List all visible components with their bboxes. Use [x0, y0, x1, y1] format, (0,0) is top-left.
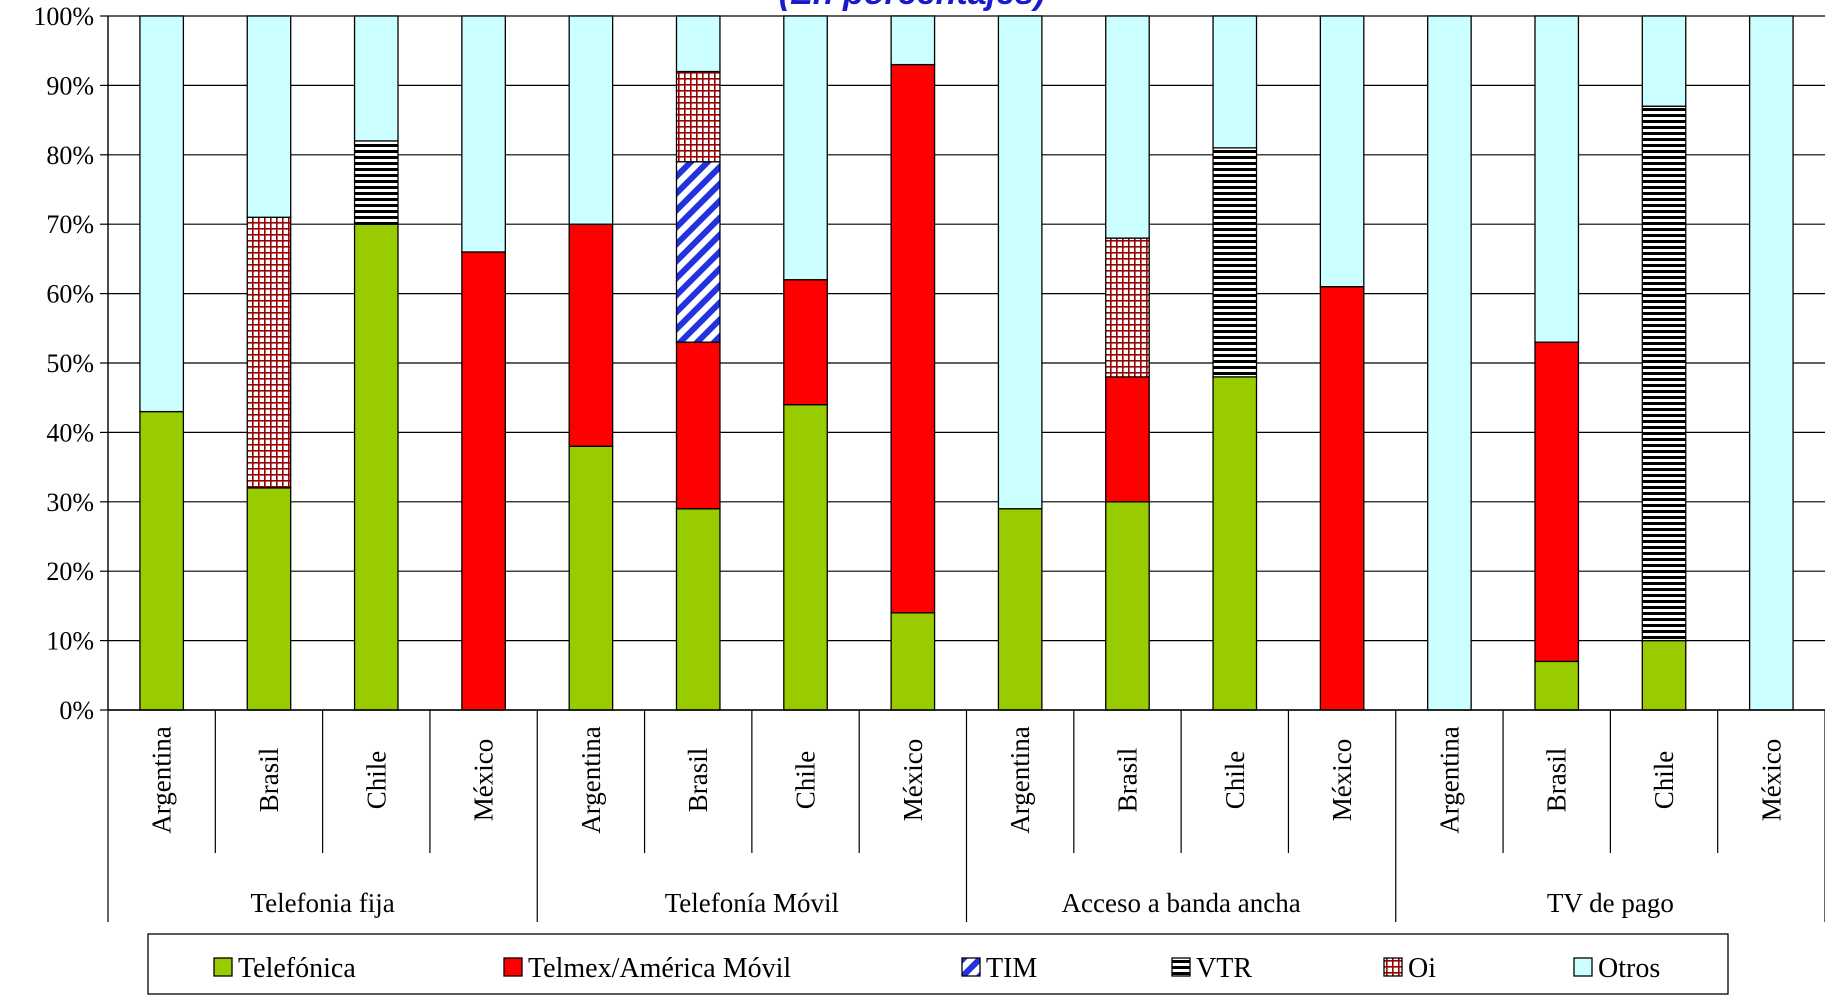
bar-segment-otros [353, 15, 399, 142]
bar-segment-telefonica [1105, 501, 1150, 711]
y-tick-label: 90% [46, 71, 94, 100]
chart-subtitle: (En porcentajes) [779, 0, 1045, 12]
bar-segment-telmex-america-movil [675, 341, 721, 510]
bar-segment-telefonica [1212, 376, 1258, 711]
x-category-label: Argentina [576, 726, 606, 833]
bar-segment-otros [1534, 15, 1580, 343]
y-tick-label: 20% [46, 557, 94, 586]
bar-segment-oi [1105, 237, 1150, 378]
x-category-label: Brasil [683, 748, 713, 813]
bar-segment-otros [1641, 15, 1687, 107]
bar-segment-otros [997, 15, 1043, 510]
x-category-label: México [898, 739, 928, 821]
x-category-label: Chile [361, 751, 391, 810]
bar-segment-telefonica [675, 508, 721, 711]
legend-label-oi: Oi [1408, 953, 1436, 984]
y-tick-label: 100% [33, 2, 94, 31]
axes [107, 16, 1825, 922]
legend-label-otros: Otros [1598, 953, 1660, 984]
bar-segment-telefonica [139, 410, 185, 711]
legend-label-telmex-america-movil: Telmex/América Móvil [528, 953, 791, 984]
bar-segment-vtr [1212, 147, 1258, 378]
bar-segment-telefonica [1641, 639, 1687, 711]
x-category-label: Brasil [1112, 748, 1142, 813]
bar-segment-telefonica [1534, 660, 1580, 711]
bar-segment-otros [675, 15, 721, 73]
x-axis-categories: Argentina Brasil Chile México Argentina Brasi… [147, 726, 1787, 833]
x-axis-groups: Telefonia fija Telefonía Móvil Acceso a ba… [250, 888, 1673, 918]
legend-swatch-tim [961, 957, 981, 977]
y-tick-label: 40% [46, 418, 94, 447]
legend-swatch-otros [1573, 957, 1593, 977]
legend-label-tim: TIM [986, 953, 1037, 984]
legend-swatch-oi [1383, 957, 1403, 977]
bar-segment-telmex-america-movil [568, 223, 614, 447]
bar-segment-telefonica [568, 445, 614, 711]
x-category-label: Chile [1220, 751, 1250, 810]
legend-swatch-telefonica [213, 957, 233, 977]
bar-segment-otros [461, 15, 506, 253]
bar-segment-otros [1427, 15, 1472, 711]
x-group-label: TV de pago [1547, 888, 1674, 918]
y-tick-label: 70% [46, 210, 94, 239]
bar-segment-telmex-america-movil [1319, 286, 1365, 711]
x-category-label: Argentina [1005, 726, 1035, 833]
y-axis-ticks: 0% 10% 20% 30% 40% 50% 60% 70% 80% 90% 100% [33, 2, 108, 725]
x-category-label: Argentina [1434, 726, 1464, 833]
bar-segment-otros [1105, 15, 1150, 239]
y-tick-label: 60% [46, 280, 94, 309]
bar-segment-otros [783, 15, 828, 281]
bar-segment-oi [246, 216, 292, 489]
x-category-label: Chile [791, 751, 821, 810]
legend-box [147, 933, 1729, 995]
bar-segment-telefonica [997, 508, 1043, 711]
y-tick-label: 30% [46, 488, 94, 517]
x-group-label: Telefonía Móvil [665, 888, 839, 918]
y-tick-label: 0% [59, 696, 94, 725]
bar-segment-telmex-america-movil [461, 251, 506, 711]
x-group-label: Acceso a banda ancha [1062, 888, 1301, 918]
x-group-label: Telefonia fija [250, 888, 394, 918]
bar-segment-otros [1319, 15, 1365, 288]
x-category-label: México [1756, 739, 1786, 821]
legend-label-telefonica: Telefónica [238, 953, 356, 984]
bar-segment-otros [139, 15, 185, 413]
legend-label-vtr: VTR [1196, 953, 1252, 984]
legend-swatch-vtr [1171, 957, 1191, 977]
bar-segment-vtr [1641, 105, 1687, 642]
bar-segment-otros [890, 15, 936, 66]
bar-segment-telefonica [353, 223, 399, 711]
bar-segment-telefonica [890, 612, 936, 711]
bar-segment-oi [675, 70, 721, 163]
legend: Telefónica Telmex/América Móvil TIM VTR Oi Ot… [147, 933, 1729, 995]
bar-segment-otros [1748, 15, 1794, 711]
x-category-label: México [469, 739, 499, 821]
x-category-label: Chile [1649, 751, 1679, 810]
x-category-label: Argentina [147, 726, 177, 833]
bar-segment-telmex-america-movil [1534, 341, 1580, 663]
y-tick-label: 50% [46, 349, 94, 378]
bar-segment-telmex-america-movil [890, 63, 936, 614]
x-category-label: Brasil [1542, 748, 1572, 813]
x-category-label: Brasil [254, 748, 284, 813]
y-tick-label: 10% [46, 627, 94, 656]
x-category-label: México [1327, 739, 1357, 821]
y-tick-label: 80% [46, 141, 94, 170]
bar-segment-telefonica [783, 403, 828, 711]
bar-segment-telmex-america-movil [783, 279, 828, 406]
bar-segment-tim [675, 161, 721, 343]
bar-segment-telefonica [246, 487, 292, 711]
bar-segment-otros [1212, 15, 1258, 149]
bar-segment-otros [568, 15, 614, 225]
legend-swatch-telmex-america-movil [503, 957, 523, 977]
bar-segment-telmex-america-movil [1105, 376, 1150, 503]
bar-segment-otros [246, 15, 292, 218]
bar-segment-vtr [353, 140, 399, 225]
